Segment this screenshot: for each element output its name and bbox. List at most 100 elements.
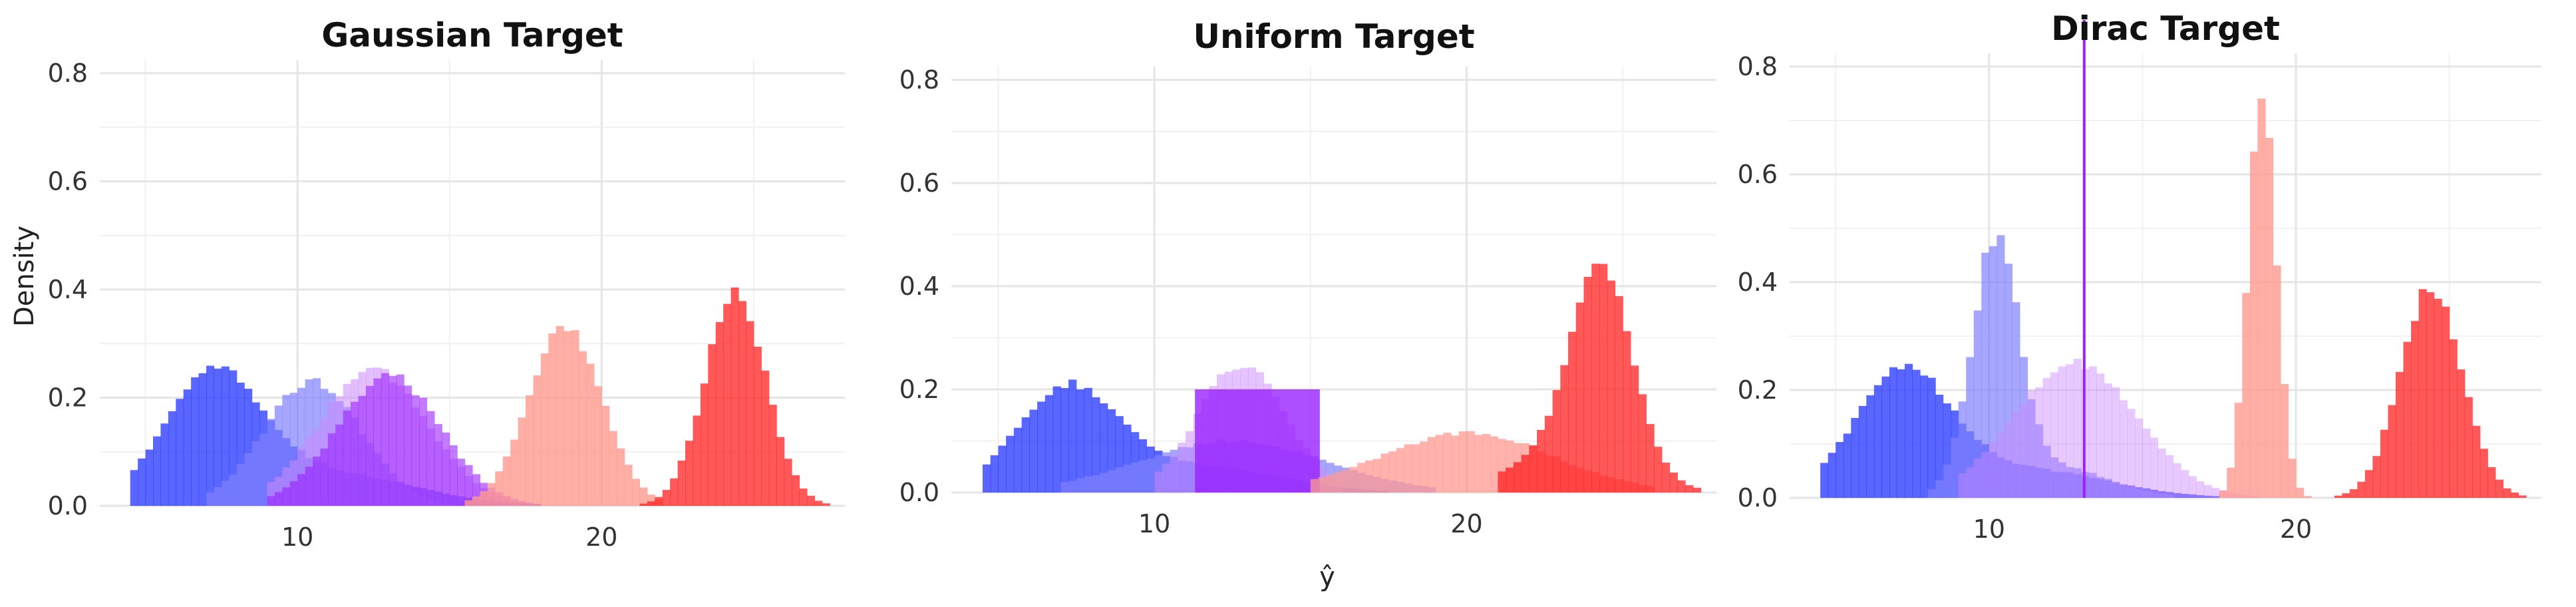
histogram-bar [442, 432, 450, 506]
histogram-bar [2349, 489, 2358, 498]
histogram-bar [1162, 463, 1171, 493]
histogram-bar [2127, 486, 2136, 498]
histogram-bar [1013, 427, 1023, 493]
histogram-bar [1685, 485, 1694, 493]
histogram-bar [1443, 433, 1452, 493]
histogram-bar [990, 455, 999, 493]
histogram-bar [1927, 377, 1936, 498]
histogram-bar [2242, 293, 2251, 498]
histogram-bar [2410, 321, 2420, 498]
histogram-bar [617, 448, 625, 506]
y-tick-label: 0.8 [48, 59, 88, 88]
histogram-bar [1828, 453, 1836, 498]
histogram-bar [2158, 493, 2166, 498]
histogram-bar [1973, 459, 1982, 498]
histogram-bar [1060, 482, 1069, 493]
histogram-bar [2034, 424, 2044, 498]
histogram-bar [639, 503, 648, 506]
histogram-bar [1420, 441, 1428, 493]
y-tick-label: 0.0 [1738, 483, 1778, 512]
histogram-bar [1506, 467, 1514, 493]
histogram-bar [495, 471, 504, 506]
histogram-bar [381, 373, 389, 506]
histogram-bar [1076, 389, 1085, 493]
histogram-bar [601, 405, 610, 506]
histogram-bar [2265, 138, 2274, 499]
histogram-bar [2273, 265, 2281, 498]
histogram-bar [2119, 485, 2128, 498]
histogram-bar [305, 467, 313, 506]
panel-title: Dirac Target [2051, 9, 2280, 48]
histogram-bar [1529, 445, 1537, 493]
histogram-bar [214, 368, 222, 506]
histogram-bar [693, 415, 701, 506]
histogram-bar [2166, 495, 2174, 498]
histogram-bar [1349, 467, 1358, 493]
y-tick-label: 0.0 [48, 491, 88, 520]
histogram-bar [526, 395, 534, 506]
series-6 [1498, 264, 1702, 493]
histogram-bar [738, 301, 747, 506]
histogram-bar [799, 489, 808, 506]
y-tick-label: 0.8 [1738, 52, 1778, 81]
histogram-bar [1138, 460, 1147, 493]
histogram-bar [1357, 463, 1366, 493]
histogram-bar [662, 490, 671, 506]
histogram-bar [1912, 369, 1921, 498]
histogram-bar [2188, 476, 2197, 498]
histogram-bar [1661, 463, 1671, 493]
x-tick-label: 10 [1973, 514, 2005, 544]
series-3 [1958, 359, 2258, 498]
histogram-bar [2510, 492, 2519, 498]
histogram-bar [2211, 488, 2220, 498]
histogram-bar [2134, 489, 2144, 498]
histogram-bar [2112, 481, 2120, 498]
histogram-bar [2012, 411, 2020, 498]
histogram-bar [510, 439, 519, 506]
histogram-bar [822, 503, 830, 506]
y-tick-label: 0.4 [48, 275, 88, 304]
histogram-bar [2142, 428, 2151, 498]
histogram-bar [1927, 489, 1936, 498]
histogram-bar [1575, 302, 1585, 493]
panel-title: Gaussian Target [321, 16, 623, 55]
histogram-bar [1380, 453, 1389, 493]
histogram-bar [1029, 409, 1038, 493]
histogram-bar [2104, 479, 2112, 498]
histogram-bar [2211, 496, 2220, 498]
histogram-bar [244, 453, 253, 506]
histogram-bar [2472, 425, 2481, 498]
histogram-bar [313, 457, 321, 506]
x-axis-title: ŷ [1319, 562, 1335, 592]
histogram-bar [579, 351, 587, 506]
histogram-bar [373, 378, 382, 506]
series-5 [464, 325, 663, 506]
histogram-bar [2364, 470, 2373, 498]
histogram-bar [2104, 383, 2112, 498]
histogram-bar [814, 501, 823, 506]
x-tick-label: 20 [1450, 509, 1482, 538]
histogram-bar [1372, 459, 1382, 493]
histogram-bar [1599, 264, 1608, 493]
histogram-bar [168, 411, 176, 506]
histogram-bar [2457, 369, 2466, 498]
histogram-bar [1935, 480, 1944, 498]
histogram-bar [2050, 372, 2059, 498]
x-tick-label: 20 [585, 522, 617, 552]
histogram-bar [2112, 387, 2120, 498]
histogram-bar [138, 458, 146, 506]
histogram-bar [2503, 488, 2511, 498]
histogram-bar [1130, 463, 1140, 493]
histogram-bar [130, 470, 138, 506]
histogram-bar [1544, 415, 1553, 493]
y-tick-label: 0.6 [48, 167, 88, 196]
series-5 [2334, 289, 2527, 498]
y-tick-label: 0.4 [899, 272, 939, 301]
histogram-bar [1388, 451, 1397, 493]
histogram-bar [723, 304, 732, 506]
histogram-bar [487, 483, 496, 506]
histogram-bar [145, 449, 154, 506]
histogram-bar [2042, 377, 2051, 498]
histogram-bar [206, 493, 215, 506]
histogram-bar [297, 474, 306, 506]
